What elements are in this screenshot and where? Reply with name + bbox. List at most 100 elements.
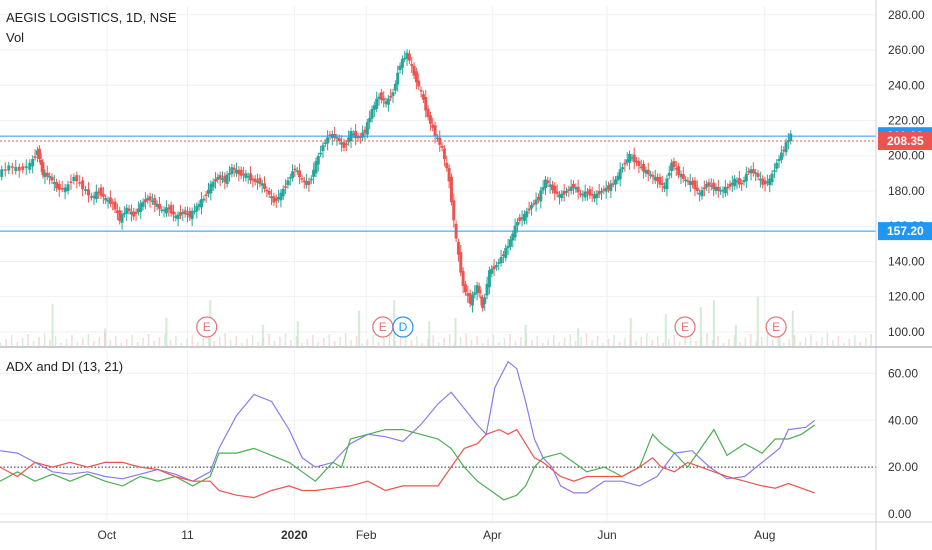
candle-body bbox=[164, 207, 168, 214]
candle-body bbox=[616, 175, 620, 181]
volume-bar bbox=[782, 343, 785, 346]
candle-body bbox=[319, 152, 323, 155]
volume-bar bbox=[229, 340, 232, 346]
candle-body bbox=[529, 205, 533, 209]
candle-body bbox=[309, 178, 313, 181]
volume-bar bbox=[739, 342, 741, 346]
volume-bar bbox=[104, 333, 106, 346]
volume-bar bbox=[246, 339, 248, 346]
candle-body bbox=[284, 186, 288, 188]
candle-body bbox=[244, 173, 248, 179]
candle-body bbox=[581, 193, 585, 196]
candle-body bbox=[185, 213, 189, 216]
candle-body bbox=[356, 136, 360, 139]
candle-body bbox=[328, 134, 332, 137]
candle-body bbox=[314, 161, 318, 174]
volume-bar bbox=[165, 317, 168, 346]
price-axis-tick-label: 200.00 bbox=[888, 149, 925, 163]
candle-body bbox=[431, 124, 435, 128]
candle-body bbox=[323, 142, 327, 145]
candle-body bbox=[600, 190, 604, 193]
candle-body bbox=[391, 92, 395, 96]
candle-body bbox=[536, 196, 540, 200]
volume-bar bbox=[815, 341, 818, 346]
volume-bar bbox=[547, 339, 549, 346]
candle-body bbox=[426, 108, 430, 117]
candle-body bbox=[101, 193, 105, 197]
candle-body bbox=[400, 58, 404, 68]
candle-body bbox=[337, 138, 341, 142]
candle-body bbox=[534, 199, 538, 205]
grid-layer bbox=[0, 6, 876, 521]
candle-body bbox=[483, 297, 487, 304]
volume-bar bbox=[268, 334, 270, 346]
volume-bar bbox=[585, 333, 588, 346]
candle-body bbox=[477, 286, 481, 294]
volume-bar bbox=[755, 341, 758, 346]
candle-body bbox=[649, 174, 653, 176]
candle-body bbox=[326, 137, 330, 144]
volume-bar bbox=[410, 340, 413, 346]
candle-body bbox=[597, 190, 601, 195]
candle-body bbox=[702, 187, 706, 190]
candle-body bbox=[576, 186, 580, 193]
volume-bar bbox=[421, 343, 424, 346]
volume-bar bbox=[76, 342, 79, 346]
candle-body bbox=[693, 180, 697, 190]
candle-body bbox=[628, 153, 632, 163]
candle-body bbox=[55, 182, 59, 189]
candle-body bbox=[89, 196, 93, 198]
candle-body bbox=[384, 101, 388, 105]
adx-series-line-2 bbox=[0, 428, 815, 499]
candle-body bbox=[60, 188, 64, 190]
candle-body bbox=[508, 239, 512, 247]
candle-body bbox=[97, 191, 101, 194]
candle-body bbox=[358, 136, 362, 138]
candle-body bbox=[365, 122, 369, 135]
candle-body bbox=[651, 175, 655, 177]
volume-bar bbox=[865, 338, 867, 346]
volume-bar bbox=[613, 335, 615, 346]
volume-bar bbox=[284, 333, 287, 346]
candle-body bbox=[78, 182, 82, 184]
candle-body bbox=[335, 137, 339, 139]
candle-body bbox=[504, 247, 508, 258]
candle-body bbox=[66, 184, 70, 191]
candle-body bbox=[396, 72, 400, 85]
volume-bar bbox=[197, 342, 199, 346]
candle-body bbox=[99, 187, 103, 196]
candle-body bbox=[438, 137, 442, 145]
volume-bar bbox=[771, 340, 774, 346]
volume-bar bbox=[98, 337, 101, 346]
volume-bar bbox=[333, 341, 336, 346]
volume-bar bbox=[552, 335, 555, 346]
volume-bar bbox=[821, 337, 823, 346]
candle-body bbox=[81, 180, 85, 190]
candle-body bbox=[665, 178, 669, 190]
candle-body bbox=[782, 149, 786, 152]
candle-body bbox=[279, 192, 283, 201]
candle-body bbox=[511, 233, 515, 241]
volume-bar bbox=[454, 341, 456, 346]
candle-body bbox=[235, 169, 239, 174]
candle-body bbox=[419, 89, 423, 92]
volume-bar bbox=[224, 333, 226, 346]
candle-body bbox=[532, 203, 536, 205]
volume-bar bbox=[699, 307, 702, 346]
x-axis-tick-label: Jun bbox=[597, 528, 616, 542]
candle-body bbox=[48, 176, 52, 178]
volume-bar bbox=[706, 333, 708, 346]
volume-bar bbox=[591, 340, 593, 346]
candle-body bbox=[129, 211, 133, 215]
candle-body bbox=[344, 143, 348, 145]
candle-body bbox=[497, 262, 501, 264]
volume-bar bbox=[646, 333, 648, 346]
volume-label: Vol bbox=[6, 30, 24, 45]
candle-body bbox=[754, 172, 758, 174]
candle-body bbox=[118, 210, 122, 221]
volume-bar bbox=[432, 335, 435, 346]
volume-bar bbox=[0, 343, 2, 346]
candle-body bbox=[428, 115, 432, 124]
candle-body bbox=[775, 162, 779, 169]
